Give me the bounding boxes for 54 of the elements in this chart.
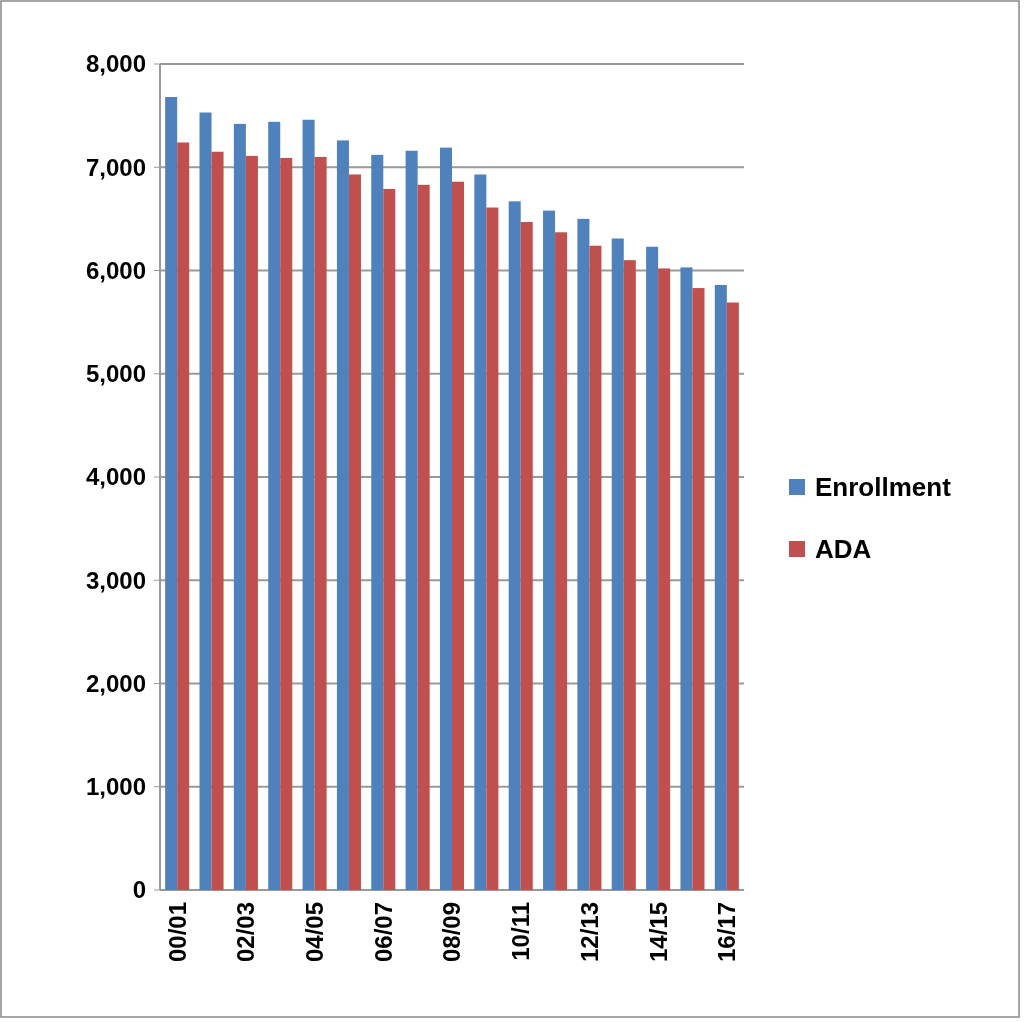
bar [417, 184, 430, 890]
bar [577, 218, 590, 890]
bar [520, 221, 533, 890]
x-tick-label: 10/11 [507, 902, 535, 961]
bar [314, 156, 327, 890]
bar [165, 97, 178, 890]
bar [348, 174, 361, 890]
bar [177, 142, 190, 890]
bar [336, 140, 349, 890]
bar [589, 245, 602, 890]
bar [646, 246, 659, 890]
y-tick-label: 8,000 [85, 50, 146, 78]
y-tick-label: 4,000 [85, 463, 146, 491]
bar [680, 267, 693, 890]
bar [486, 207, 499, 890]
y-tick-label: 1,000 [85, 773, 146, 801]
bar [439, 147, 452, 890]
x-tick-label: 02/03 [232, 902, 260, 963]
bar [611, 238, 624, 890]
y-tick-label: 3,000 [85, 566, 146, 594]
bar [508, 201, 521, 890]
bar [211, 151, 224, 890]
legend-label: ADA [815, 534, 872, 565]
x-tick-label: 06/07 [369, 902, 397, 963]
bar [233, 123, 246, 890]
x-tick-label: 16/17 [713, 902, 741, 963]
bar [726, 302, 739, 890]
bar [692, 288, 705, 890]
x-tick-label: 04/05 [300, 902, 328, 963]
y-tick-label: 7,000 [85, 153, 146, 181]
y-tick-label: 6,000 [85, 256, 146, 284]
bar [658, 268, 671, 890]
bar [623, 260, 636, 890]
bar [405, 150, 418, 890]
bar [474, 174, 487, 890]
y-tick-label: 5,000 [85, 360, 146, 388]
bar [280, 157, 293, 890]
bar [452, 181, 465, 890]
bar [302, 119, 315, 890]
legend-label: Enrollment [815, 472, 952, 503]
bar [268, 121, 281, 890]
bar [714, 284, 727, 890]
y-tick-label: 2,000 [85, 669, 146, 697]
bar [199, 112, 212, 890]
x-tick-label: 12/13 [575, 902, 603, 963]
x-tick-label: 08/09 [438, 902, 466, 963]
bar [371, 154, 384, 890]
y-tick-label: 0 [132, 876, 146, 904]
bar [245, 155, 258, 890]
bar [555, 232, 568, 890]
bar [543, 210, 556, 890]
bar [383, 188, 396, 890]
x-tick-label: 00/01 [163, 902, 191, 963]
x-tick-label: 14/15 [644, 902, 672, 963]
